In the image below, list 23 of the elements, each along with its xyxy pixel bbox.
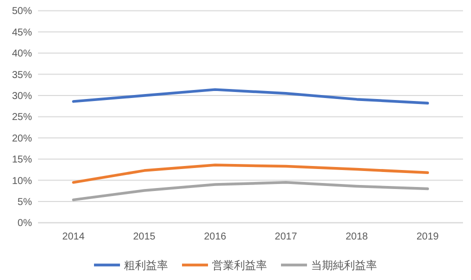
- y-tick-label: 35%: [12, 70, 32, 81]
- y-tick-label: 30%: [12, 91, 32, 102]
- y-tick-label: 0%: [18, 218, 32, 230]
- line-series: [72, 88, 429, 105]
- line-series: [72, 164, 429, 184]
- y-tick-label: 25%: [12, 112, 32, 124]
- x-tick-label: 2019: [416, 232, 440, 243]
- x-tick-label: 2015: [133, 232, 156, 243]
- legend-label: 当期純利益率: [311, 259, 377, 272]
- y-tick-label: 50%: [12, 6, 32, 18]
- y-tick-label: 20%: [12, 133, 32, 144]
- y-tick-label: 45%: [12, 27, 32, 38]
- x-tick-label: 2018: [346, 232, 368, 243]
- y-tick-label: 5%: [18, 197, 32, 208]
- y-tick-label: 10%: [12, 176, 32, 187]
- y-tick-label: 40%: [12, 48, 32, 60]
- line-series: [72, 181, 429, 202]
- legend-label: 営業利益率: [212, 259, 267, 272]
- x-tick-label: 2016: [204, 232, 227, 243]
- x-tick-label: 2017: [274, 232, 298, 243]
- x-tick-label: 2014: [62, 232, 85, 243]
- legend-label: 粗利益率: [124, 259, 168, 272]
- y-tick-label: 15%: [12, 154, 32, 166]
